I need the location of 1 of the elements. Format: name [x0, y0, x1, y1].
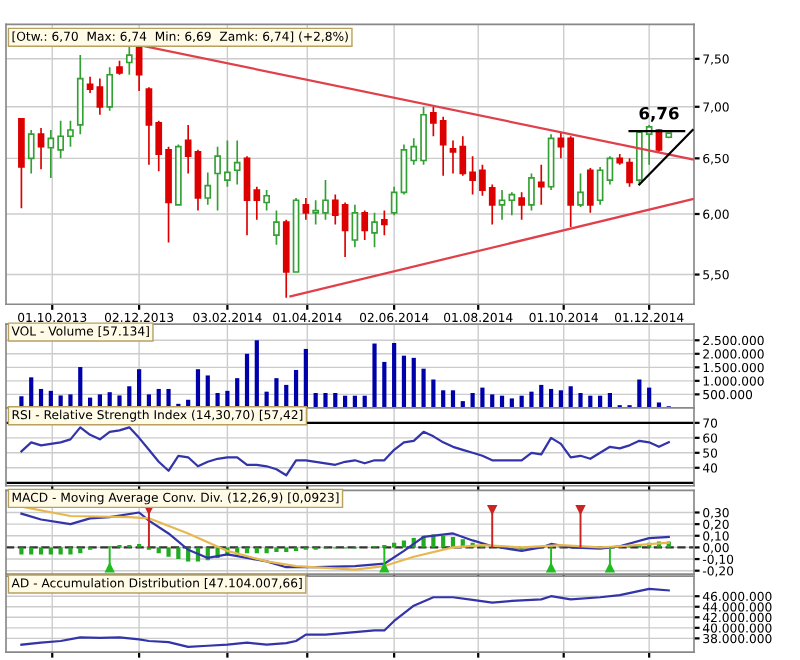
annotation: 6,76: [639, 106, 679, 122]
